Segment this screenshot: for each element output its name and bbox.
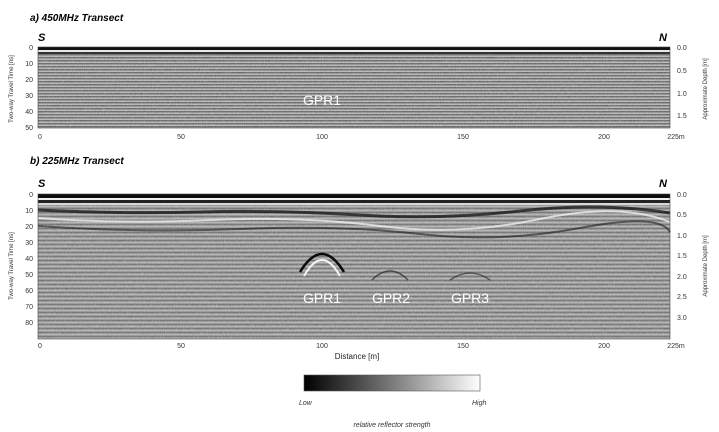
panel-b-left-axis: 0 10 20 30 40 50 60 70 80 <box>25 192 33 327</box>
panel-a-radargram <box>37 46 671 129</box>
tick-label: 50 <box>177 343 185 350</box>
tick-label: 50 <box>177 134 185 141</box>
panel-a-x-axis: 0 50 100 150 200 225m <box>38 134 685 141</box>
legend-caption: relative reflector strength <box>353 422 430 429</box>
tick-label: 1.5 <box>677 113 687 120</box>
panel-a-right-axis-title: Approximate Depth [m] <box>703 58 709 120</box>
panel-b-marker-gpr3: GPR3 <box>451 290 489 306</box>
panel-b-radargram <box>37 193 671 340</box>
panel-b-marker-gpr2: GPR2 <box>372 290 410 306</box>
tick-label: 100 <box>316 343 328 350</box>
tick-label: 0.0 <box>677 45 687 52</box>
tick-label: 0 <box>29 45 33 52</box>
legend-color-bar <box>303 374 481 392</box>
tick-label: 3.0 <box>677 315 687 322</box>
tick-label: 30 <box>25 93 33 100</box>
tick-label: 0 <box>38 134 42 141</box>
panel-a-title: a) 450MHz Transect <box>30 13 124 24</box>
tick-label: 0.0 <box>677 192 687 199</box>
tick-label: 0.5 <box>677 68 687 75</box>
panel-a-left-axis-title: Two-way Travel Time [ns] <box>9 55 15 123</box>
panel-b-south-label: S <box>38 178 46 190</box>
tick-label: 1.0 <box>677 233 687 240</box>
panel-b-left-axis-title: Two-way Travel Time [ns] <box>9 232 15 300</box>
tick-label: 225m <box>667 134 685 141</box>
tick-label: 150 <box>457 134 469 141</box>
tick-label: 0 <box>29 192 33 199</box>
panel-b-x-axis: 0 50 100 150 200 225m <box>38 343 685 350</box>
tick-label: 20 <box>25 224 33 231</box>
tick-label: 70 <box>25 304 33 311</box>
tick-label: 1.5 <box>677 253 687 260</box>
panel-a-north-label: N <box>659 32 668 44</box>
panel-b-right-axis: 0.0 0.5 1.0 1.5 2.0 2.5 3.0 <box>677 192 687 322</box>
tick-label: 40 <box>25 109 33 116</box>
panel-b-right-axis-title: Approximate Depth [m] <box>703 235 709 297</box>
tick-label: 80 <box>25 320 33 327</box>
tick-label: 10 <box>25 208 33 215</box>
tick-label: 0.5 <box>677 212 687 219</box>
panel-b-title: b) 225MHz Transect <box>30 156 124 167</box>
tick-label: 2.0 <box>677 274 687 281</box>
panel-b-x-axis-title: Distance [m] <box>335 352 379 361</box>
tick-label: 30 <box>25 240 33 247</box>
panel-b: b) 225MHz Transect S N GPR1 GPR2 GPR3 0 <box>9 156 709 361</box>
tick-label: 200 <box>598 343 610 350</box>
tick-label: 200 <box>598 134 610 141</box>
panel-a-south-label: S <box>38 32 46 44</box>
tick-label: 225m <box>667 343 685 350</box>
panel-b-marker-gpr1: GPR1 <box>303 290 341 306</box>
panel-a: a) 450MHz Transect S N GPR1 0 10 20 30 4… <box>9 13 709 141</box>
panel-b-north-label: N <box>659 178 668 190</box>
tick-label: 0 <box>38 343 42 350</box>
tick-label: 2.5 <box>677 294 687 301</box>
legend-low-label: Low <box>299 400 313 407</box>
tick-label: 50 <box>25 272 33 279</box>
panel-a-right-axis: 0.0 0.5 1.0 1.5 <box>677 45 687 120</box>
tick-label: 150 <box>457 343 469 350</box>
tick-label: 1.0 <box>677 91 687 98</box>
panel-a-left-axis: 0 10 20 30 40 50 <box>25 45 33 132</box>
tick-label: 60 <box>25 288 33 295</box>
color-legend: Low High relative reflector strength <box>299 374 487 429</box>
tick-label: 20 <box>25 77 33 84</box>
tick-label: 40 <box>25 256 33 263</box>
tick-label: 10 <box>25 61 33 68</box>
legend-high-label: High <box>472 400 487 407</box>
tick-label: 100 <box>316 134 328 141</box>
panel-a-marker-gpr1: GPR1 <box>303 92 341 108</box>
tick-label: 50 <box>25 125 33 132</box>
